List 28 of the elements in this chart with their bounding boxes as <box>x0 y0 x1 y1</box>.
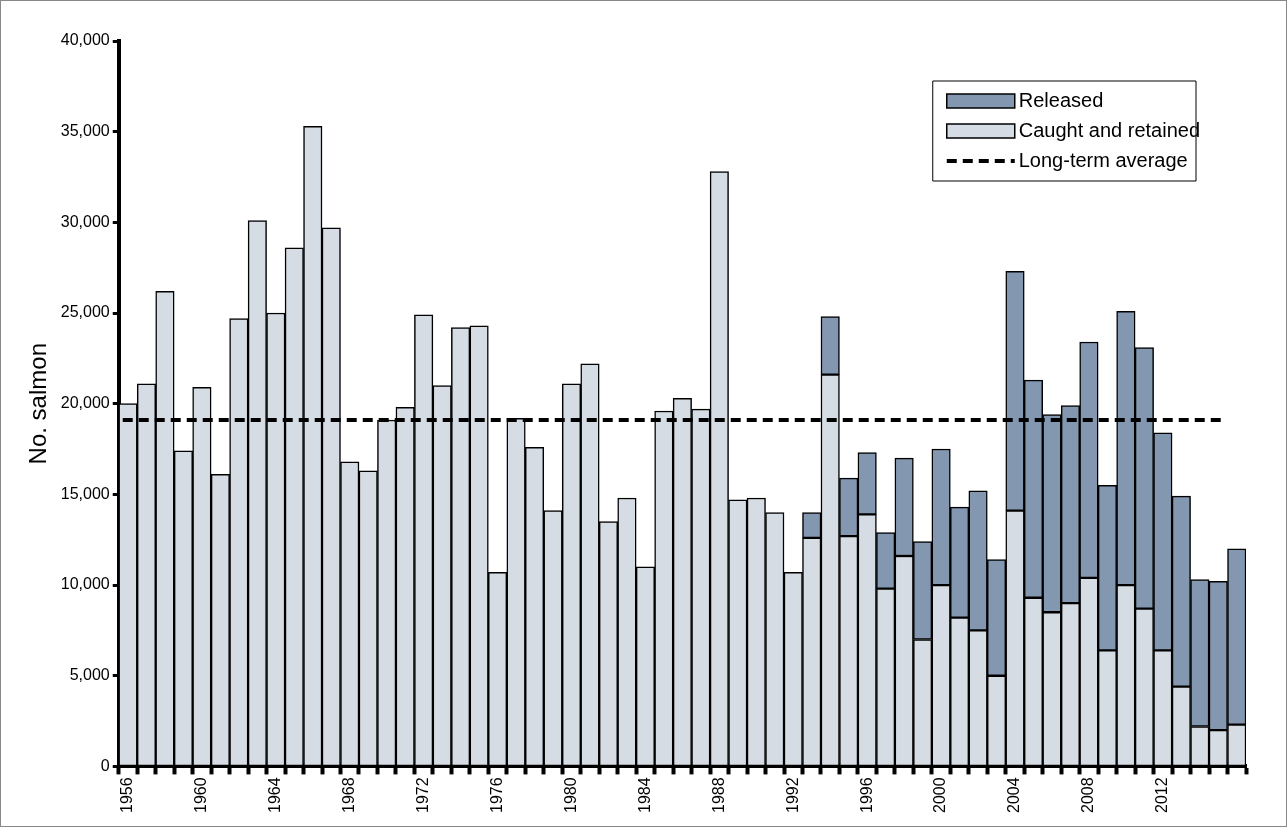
x-tick-label: 2008 <box>1079 777 1097 813</box>
y-axis-title: No. salmon <box>24 343 52 465</box>
x-tick-label: 2012 <box>1153 777 1171 813</box>
legend-label: Released <box>1018 88 1104 111</box>
x-tick-label: 1976 <box>487 777 505 813</box>
x-tick-label: 1960 <box>192 777 210 813</box>
y-tick-label: 40,000 <box>60 31 110 49</box>
x-tick-label: 1988 <box>709 777 727 813</box>
x-tick-label: 2004 <box>1005 777 1023 813</box>
x-tick-label: 1968 <box>340 777 358 813</box>
x-tick-label: 2000 <box>931 777 949 813</box>
x-tick-label: 1980 <box>561 777 579 813</box>
y-tick-label: 15,000 <box>60 484 110 502</box>
y-tick-label: 5,000 <box>69 666 110 684</box>
legend-label: Caught and retained <box>1018 118 1200 141</box>
legend-label: Long-term average <box>1018 148 1188 171</box>
x-tick-label: 1984 <box>635 777 653 813</box>
y-tick-label: 10,000 <box>60 575 110 593</box>
x-tick-label: 1964 <box>266 777 284 813</box>
y-tick-label: 35,000 <box>60 122 110 140</box>
x-tick-label: 1956 <box>118 777 136 813</box>
y-tick-label: 30,000 <box>60 212 110 230</box>
y-tick-label: 0 <box>100 756 110 774</box>
x-tick-label: 1996 <box>857 777 875 813</box>
y-tick-label: 25,000 <box>60 303 110 321</box>
x-tick-label: 1992 <box>783 777 801 813</box>
y-tick-label: 20,000 <box>60 394 110 412</box>
x-tick-label: 1972 <box>414 777 432 813</box>
